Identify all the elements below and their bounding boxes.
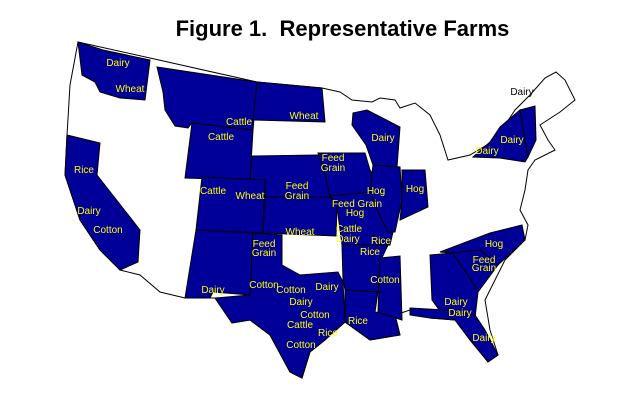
farm-label-la: Rice xyxy=(348,316,368,327)
state-la xyxy=(344,289,401,341)
farm-label-ks: Wheat xyxy=(286,227,315,238)
state-ks xyxy=(262,196,338,237)
farm-label-ar: Rice xyxy=(360,247,380,258)
farm-label-ca: Dairy xyxy=(77,206,100,217)
farm-label-ny: Dairy xyxy=(500,135,523,146)
figure-title: Figure 1. Representative Farms xyxy=(175,16,510,41)
farm-label-fl: Dairy xyxy=(472,333,495,344)
farm-label-wy: Cattle xyxy=(208,132,235,143)
farm-label-mt: Cattle xyxy=(226,117,253,128)
farm-label-nc: Hog xyxy=(485,239,503,250)
state-nd xyxy=(252,81,326,123)
farm-label-fl: Dairy xyxy=(448,308,471,319)
farm-label-ne: Grain xyxy=(285,191,309,202)
farm-label-ca: Rice xyxy=(74,165,94,176)
farm-label-il: Hog xyxy=(367,186,385,197)
farm-label-tx: Cotton xyxy=(300,310,329,321)
farm-label-tx: Rice xyxy=(318,328,338,339)
farm-label-wi: Dairy xyxy=(371,133,394,144)
farm-label-ia: Grain xyxy=(321,163,345,174)
farm-label-nm: Dairy xyxy=(201,285,224,296)
farm-label-tx: Cotton xyxy=(276,285,305,296)
state-ms xyxy=(377,255,403,321)
farm-label-tx: Grain xyxy=(252,248,276,259)
state-fl xyxy=(409,307,499,363)
farm-label-wa: Wheat xyxy=(116,84,145,95)
state-il xyxy=(369,164,403,233)
state-tx xyxy=(214,232,346,379)
state-ca xyxy=(64,134,141,271)
farm-label-sc: Grain xyxy=(472,263,496,274)
farm-label-tx: Cotton xyxy=(249,280,278,291)
farm-label-vt: Dairy xyxy=(510,87,533,98)
farm-label-mo: Rice xyxy=(371,236,391,247)
farm-label-sc: Feed xyxy=(473,255,496,266)
farm-label-tx: Cotton xyxy=(286,340,315,351)
farm-label-tx: Dairy xyxy=(289,297,312,308)
state-vt xyxy=(519,105,537,159)
farm-label-tx: Cattle xyxy=(287,320,314,331)
farm-label-mo: Dairy xyxy=(336,234,359,245)
farm-label-ia: Feed xyxy=(322,153,345,164)
farm-label-nd: Wheat xyxy=(290,111,319,122)
farm-label-tx: Feed xyxy=(253,239,276,250)
state-in xyxy=(399,169,429,221)
farm-label-in: Hog xyxy=(406,184,424,195)
farm-label-ne: Feed xyxy=(286,181,309,192)
farm-label-wa: Dairy xyxy=(106,58,129,69)
state-wa xyxy=(77,41,151,101)
farm-label-mo: Hog xyxy=(346,208,364,219)
farm-label-mo: Cattle xyxy=(336,224,363,235)
farm-label-ny: Dairy xyxy=(475,146,498,157)
farm-label-ga: Dairy xyxy=(444,297,467,308)
farm-label-mo: Feed Grain xyxy=(332,199,382,210)
farm-label-co: Cattle xyxy=(200,186,227,197)
farm-label-co: Wheat xyxy=(236,191,265,202)
farm-label-ca: Cotton xyxy=(93,225,122,236)
farm-label-ms: Cotton xyxy=(370,275,399,286)
state-ga xyxy=(429,252,479,319)
farm-label-tx: Dairy xyxy=(315,282,338,293)
